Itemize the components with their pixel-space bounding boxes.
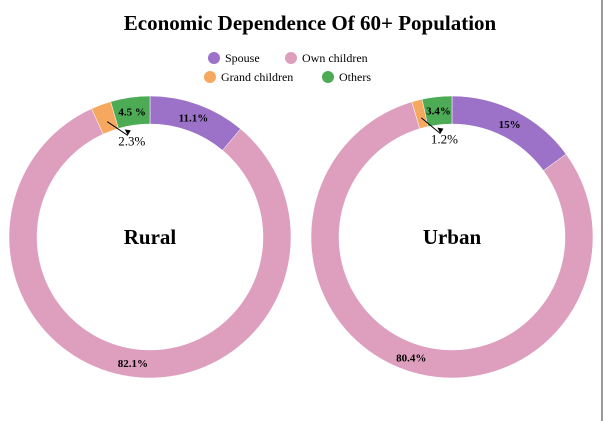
rural-label-grand-children: 2.3%: [118, 133, 145, 148]
legend-label-spouse: Spouse: [225, 51, 260, 65]
rural-label-others: 4.5 %: [118, 106, 146, 118]
rural-label-own-children: 82.1%: [118, 358, 148, 370]
legend-swatch-grand-children: [204, 71, 216, 83]
legend-label-grand-children: Grand children: [221, 70, 293, 84]
rural-label-spouse: 11.1%: [179, 113, 209, 125]
donut-urban: 15% 80.4% 1.2% 3.4% Urban: [310, 95, 594, 379]
urban-slice-others: [421, 95, 453, 127]
rural-center-label: Rural: [124, 225, 177, 249]
chart-title: Economic Dependence Of 60+ Population: [124, 11, 497, 35]
legend-item-grand-children: Grand children: [204, 70, 293, 84]
window-edge: [601, 0, 603, 421]
legend-label-own-children: Own children: [302, 51, 368, 65]
urban-center-label: Urban: [423, 225, 482, 249]
urban-label-grand-children: 1.2%: [431, 132, 458, 147]
legend-item-spouse: Spouse: [208, 51, 260, 65]
urban-label-others: 3.4%: [426, 106, 451, 118]
legend-label-others: Others: [339, 70, 371, 84]
rural-callout-arrow-grand-children: [124, 129, 131, 136]
legend-item-own-children: Own children: [285, 51, 368, 65]
rural-callout-line-grand-children: [106, 121, 129, 136]
legend-swatch-others: [322, 71, 334, 83]
legend-item-others: Others: [322, 70, 371, 84]
urban-label-own-children: 80.4%: [396, 352, 426, 364]
urban-slice-own-children: [310, 101, 594, 379]
legend: Spouse Own children Grand children Other…: [204, 51, 371, 84]
rural-slice-others: [110, 95, 151, 129]
urban-callout-arrow-grand-children: [437, 127, 444, 134]
legend-swatch-spouse: [208, 52, 220, 64]
legend-swatch-own-children: [285, 52, 297, 64]
urban-label-spouse: 15%: [499, 119, 521, 131]
donut-rural: 11.1% 82.1% 2.3% 4.5 % Rural: [8, 95, 292, 379]
rural-slice-own-children: [8, 108, 292, 379]
urban-callout-line-grand-children: [421, 117, 441, 135]
urban-slice-spouse: [451, 95, 567, 171]
